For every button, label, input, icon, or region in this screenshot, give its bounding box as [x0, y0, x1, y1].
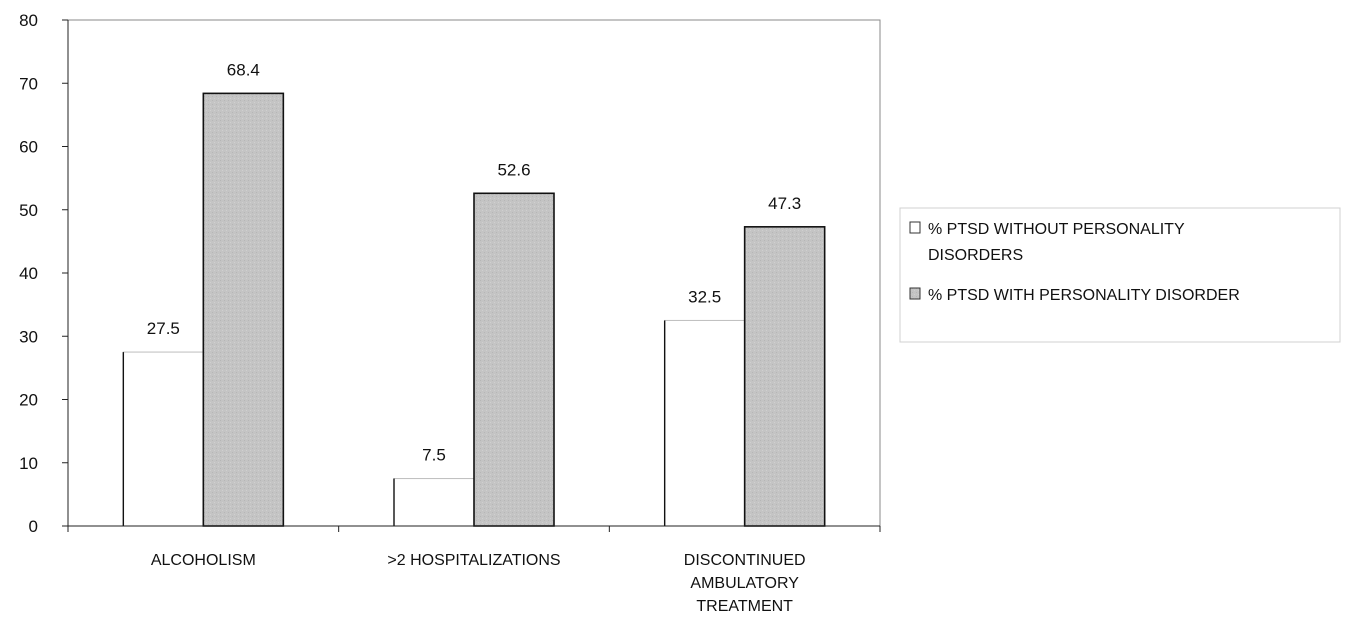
y-tick-label: 60: [19, 138, 38, 157]
bar-with-pd: [743, 226, 826, 527]
data-label: 7.5: [422, 446, 446, 465]
data-labels: 27.5 68.4 7.5 52.6 32.5 47.3: [147, 60, 801, 464]
data-label: 32.5: [688, 287, 721, 306]
category-label: AMBULATORY: [690, 575, 799, 592]
category-label: >2 HOSPITALIZATIONS: [387, 552, 560, 569]
bars: [122, 92, 826, 527]
category-label: DISCONTINUED: [684, 552, 806, 569]
data-label: 27.5: [147, 319, 180, 338]
legend-swatch: [909, 221, 921, 234]
category-label: ALCOHOLISM: [151, 552, 256, 569]
y-tick-label: 50: [19, 201, 38, 220]
y-tick-label: 30: [19, 327, 38, 346]
data-label: 68.4: [227, 60, 260, 79]
data-label: 52.6: [497, 160, 530, 179]
y-tick-label: 0: [29, 517, 38, 536]
x-axis: ALCOHOLISM >2 HOSPITALIZATIONS DISCONTINUE…: [67, 525, 881, 615]
data-label: 47.3: [768, 194, 801, 213]
y-tick-label: 70: [19, 74, 38, 93]
bar-without-pd: [393, 478, 475, 527]
bar-without-pd: [664, 319, 746, 527]
y-tick-label: 20: [19, 391, 38, 410]
y-tick-label: 40: [19, 264, 38, 283]
legend-label: DISORDERS: [928, 247, 1023, 264]
category-label: TREATMENT: [696, 598, 793, 615]
y-tick-label: 10: [19, 454, 38, 473]
y-tick-label: 80: [19, 11, 38, 30]
bar-with-pd: [473, 192, 555, 527]
bar-without-pd: [122, 351, 204, 527]
bar-with-pd: [202, 92, 285, 527]
legend-label: % PTSD WITH PERSONALITY DISORDER: [928, 287, 1240, 304]
legend: % PTSD WITHOUT PERSONALITY DISORDERS % PTS…: [899, 207, 1341, 343]
legend-box: [899, 207, 1341, 343]
y-axis: 0 10 20 30 40 50 60 70 80: [19, 11, 69, 536]
legend-swatch: [909, 287, 921, 300]
legend-label: % PTSD WITHOUT PERSONALITY: [928, 221, 1185, 238]
